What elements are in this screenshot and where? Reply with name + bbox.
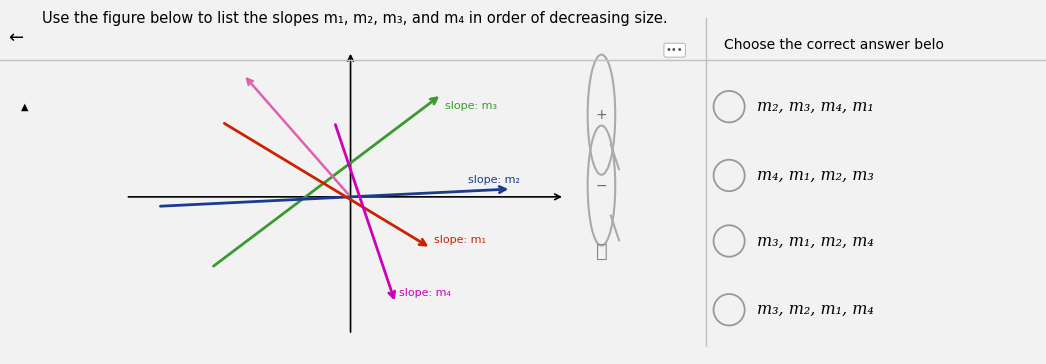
Text: ⧉: ⧉ (595, 242, 608, 261)
Text: •••: ••• (666, 45, 683, 55)
Text: m₂, m₃, m₄, m₁: m₂, m₃, m₄, m₁ (756, 98, 873, 115)
Text: slope: m₁: slope: m₁ (434, 235, 486, 245)
Text: m₃, m₂, m₁, m₄: m₃, m₂, m₁, m₄ (756, 301, 873, 318)
Text: slope: m₃: slope: m₃ (445, 101, 497, 111)
Text: slope: m₄: slope: m₄ (399, 288, 451, 298)
Text: slope: m₂: slope: m₂ (469, 174, 521, 185)
Text: Choose the correct answer belo: Choose the correct answer belo (724, 38, 945, 52)
Text: ←: ← (8, 29, 23, 47)
Text: −: − (595, 179, 608, 193)
Text: +: + (595, 108, 608, 122)
Text: m₄, m₁, m₂, m₃: m₄, m₁, m₂, m₃ (756, 167, 873, 184)
Text: ▲: ▲ (21, 102, 28, 112)
Text: m₃, m₁, m₂, m₄: m₃, m₁, m₂, m₄ (756, 233, 873, 249)
Text: Use the figure below to list the slopes m₁, m₂, m₃, and m₄ in order of decreasin: Use the figure below to list the slopes … (42, 11, 667, 26)
